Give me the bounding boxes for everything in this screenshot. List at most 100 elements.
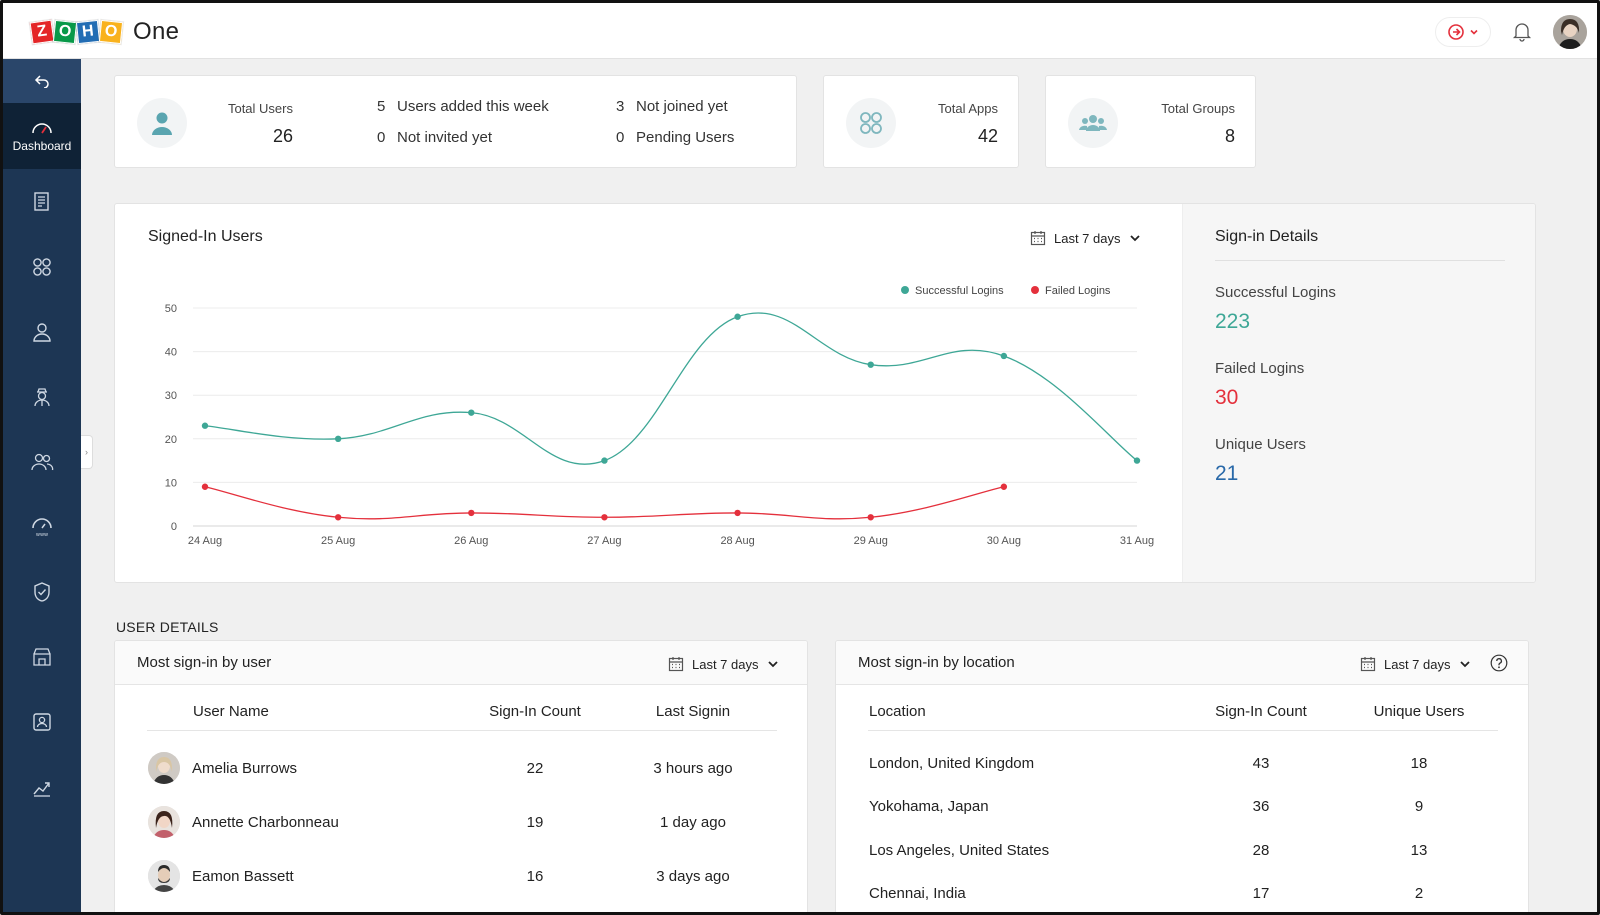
sidebar-item-groups[interactable] xyxy=(3,429,81,494)
sidebar-item-reports[interactable] xyxy=(3,169,81,234)
svg-text:www: www xyxy=(36,532,48,538)
users-added-count: 5 xyxy=(377,98,386,115)
location-name: London, United Kingdom xyxy=(869,755,1035,772)
analytics-icon xyxy=(33,781,50,797)
unique-users-value: 21 xyxy=(1215,462,1239,485)
column-header-signin-count[interactable]: Sign-In Count xyxy=(1215,703,1307,720)
chart-legend: Successful Logins Failed Logins xyxy=(901,285,1111,297)
users-added-text: Users added this week xyxy=(397,98,549,115)
apps-icon xyxy=(860,112,882,134)
back-arrow-icon xyxy=(34,75,49,88)
panel-header: Most sign-in by user Last 7 days xyxy=(115,641,807,685)
reports-icon xyxy=(34,191,49,211)
logo-letter: O xyxy=(52,19,78,45)
users-added-stat[interactable]: 5 Users added this week xyxy=(377,98,549,115)
x-tick-label: 26 Aug xyxy=(454,535,488,547)
y-tick-label: 40 xyxy=(165,347,177,359)
sidebar-item-label: Dashboard xyxy=(12,139,72,153)
sidebar-item-admins[interactable] xyxy=(3,364,81,429)
sidebar-item-directory[interactable] xyxy=(3,689,81,754)
apps-stat-card[interactable]: Total Apps 42 xyxy=(823,75,1019,168)
sidebar-item-domains[interactable]: www xyxy=(3,494,81,559)
column-header-unique-users[interactable]: Unique Users xyxy=(1373,703,1465,720)
column-header-user-name[interactable]: User Name xyxy=(193,703,269,720)
not-joined-text: Not joined yet xyxy=(636,98,728,115)
data-point xyxy=(867,361,874,368)
calendar-icon xyxy=(1360,657,1376,672)
apps-icon-circle xyxy=(846,98,896,148)
bell-icon[interactable] xyxy=(1511,20,1533,42)
header-divider xyxy=(868,730,1498,731)
sidebar-collapse-handle[interactable]: › xyxy=(81,435,93,469)
column-header-signin-count[interactable]: Sign-In Count xyxy=(489,703,581,720)
data-point xyxy=(468,409,475,416)
last-signin: 3 days ago xyxy=(656,868,730,885)
last-signin: 3 hours ago xyxy=(653,760,733,777)
groups-icon-circle xyxy=(1068,98,1118,148)
location-name: Yokohama, Japan xyxy=(869,798,989,815)
pending-users-stat[interactable]: 0 Pending Users xyxy=(616,129,734,146)
series-line xyxy=(204,486,1005,520)
location-date-filter[interactable]: Last 7 days xyxy=(1360,656,1471,672)
store-icon xyxy=(33,647,51,666)
user-date-filter[interactable]: Last 7 days xyxy=(668,656,779,672)
user-name: Annette Charbonneau xyxy=(192,814,339,831)
user-avatar xyxy=(148,806,180,838)
sidebar-item-apps[interactable] xyxy=(3,234,81,299)
user-details-heading: USER DETAILS xyxy=(116,619,219,635)
x-tick-label: 25 Aug xyxy=(321,535,355,547)
sidebar-item-security[interactable] xyxy=(3,559,81,624)
successful-logins-label: Successful Logins xyxy=(1215,284,1336,301)
user-name: Eamon Bassett xyxy=(192,868,294,885)
data-point xyxy=(201,422,209,429)
user-avatar xyxy=(148,752,180,784)
column-header-last-signin[interactable]: Last Signin xyxy=(655,703,731,720)
panel-title: Most sign-in by location xyxy=(858,654,1015,671)
back-button[interactable] xyxy=(3,59,81,103)
chart-title: Signed-In Users xyxy=(148,228,263,245)
sidebar: Dashboard www xyxy=(3,59,81,912)
panel-title: Most sign-in by user xyxy=(137,654,272,671)
legend-label: Successful Logins xyxy=(915,285,1004,297)
dashboard-gauge-icon xyxy=(32,123,52,134)
sidebar-item-users[interactable] xyxy=(3,299,81,364)
data-point xyxy=(1000,483,1008,490)
profile-avatar[interactable] xyxy=(1553,15,1587,49)
chevron-down-icon xyxy=(1129,235,1140,242)
sidebar-item-dashboard[interactable]: Dashboard xyxy=(3,103,81,169)
pending-text: Pending Users xyxy=(636,129,735,146)
location-name: Chennai, India xyxy=(869,885,966,902)
data-point xyxy=(734,313,741,320)
not-joined-stat[interactable]: 3 Not joined yet xyxy=(616,98,728,115)
chevron-down-icon xyxy=(767,661,778,668)
column-header-location[interactable]: Location xyxy=(869,703,926,720)
sidebar-item-analytics[interactable] xyxy=(3,754,81,819)
sidebar-item-marketplace[interactable] xyxy=(3,624,81,689)
data-point xyxy=(468,509,475,517)
total-groups-label: Total Groups xyxy=(1161,101,1235,116)
data-point xyxy=(734,509,741,517)
signed-in-users-card: Signed-In Users Last 7 days 0 10 20 30 40 50 … xyxy=(114,203,1536,583)
user-avatar-icon-circle xyxy=(137,98,187,148)
signin-count: 17 xyxy=(1252,885,1270,902)
last-signin: 1 day ago xyxy=(660,814,726,831)
help-icon[interactable] xyxy=(1490,654,1508,672)
user-name: Amelia Burrows xyxy=(192,760,298,777)
not-invited-count: 0 xyxy=(377,129,386,146)
upgrade-button[interactable] xyxy=(1435,17,1491,47)
groups-stat-card[interactable]: Total Groups 8 xyxy=(1045,75,1256,168)
chart-date-filter[interactable]: Last 7 days xyxy=(1030,230,1141,246)
not-invited-text: Not invited yet xyxy=(397,129,493,146)
not-invited-stat[interactable]: 0 Not invited yet xyxy=(377,129,492,146)
signin-count: 36 xyxy=(1252,798,1270,815)
groups-icon xyxy=(1079,115,1107,131)
pending-count: 0 xyxy=(616,129,625,146)
zoho-one-logo[interactable]: Z O H O One xyxy=(29,18,179,46)
chart-grid xyxy=(193,307,1137,527)
user-avatar xyxy=(148,860,180,892)
chart-date-filter-label: Last 7 days xyxy=(1054,230,1121,246)
data-point xyxy=(601,514,608,521)
divider xyxy=(1215,260,1505,261)
total-apps-label: Total Apps xyxy=(938,101,998,116)
